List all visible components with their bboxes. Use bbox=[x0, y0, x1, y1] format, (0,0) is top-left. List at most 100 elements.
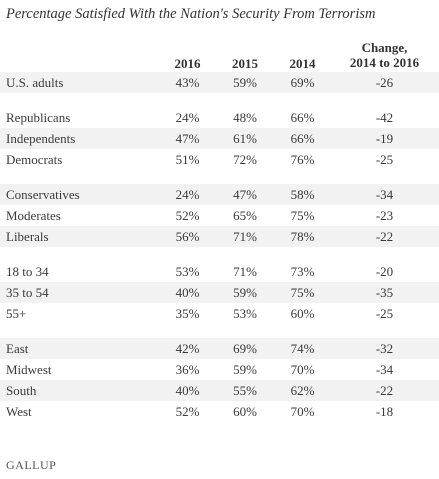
page-title: Percentage Satisfied With the Nation's S… bbox=[6, 6, 376, 22]
spacer-cell bbox=[0, 93, 439, 107]
header-2016: 2016 bbox=[174, 56, 201, 71]
gallup-logo: GALLUP bbox=[6, 458, 57, 472]
cell-2014: 60% bbox=[290, 305, 315, 321]
header-change-line1: Change, bbox=[361, 40, 408, 55]
cell-2015: 47% bbox=[215, 184, 275, 205]
cell-2016: 51% bbox=[175, 151, 200, 167]
cell-2015: 71% bbox=[233, 263, 257, 279]
table-row: Midwest 36% 59% 70% -34 bbox=[0, 359, 439, 380]
table-row: Republicans 24% 48% 66% -42 bbox=[0, 107, 439, 128]
row-label: East bbox=[0, 338, 160, 359]
cell-change: -32 bbox=[330, 338, 439, 359]
cell-2016: 24% bbox=[160, 184, 215, 205]
cell-change: -25 bbox=[375, 151, 394, 167]
cell-2015: 60% bbox=[233, 403, 257, 419]
cell-change: -23 bbox=[375, 207, 394, 223]
cell-change: -42 bbox=[375, 109, 394, 125]
table-row: 55+ 35% 53% 60% -25 bbox=[0, 303, 439, 324]
group-spacer bbox=[0, 247, 439, 261]
cell-2014: 70% bbox=[290, 403, 315, 419]
header-2014: 2014 bbox=[289, 56, 316, 71]
cell-2015: 69% bbox=[215, 338, 275, 359]
cell-change: -19 bbox=[330, 128, 439, 149]
cell-2015: 71% bbox=[215, 226, 275, 247]
group-spacer bbox=[0, 93, 439, 107]
spacer-cell bbox=[0, 170, 439, 184]
cell-change: -35 bbox=[330, 282, 439, 303]
table-row: 35 to 54 40% 59% 75% -35 bbox=[0, 282, 439, 303]
spacer-cell bbox=[0, 324, 439, 338]
data-table: 2016 2015 2014 Change, 2014 to 2016 U.S.… bbox=[0, 34, 439, 422]
table-row: East 42% 69% 74% -32 bbox=[0, 338, 439, 359]
cell-change: -34 bbox=[375, 361, 394, 377]
cell-2015: 55% bbox=[215, 380, 275, 401]
row-label: Conservatives bbox=[0, 184, 160, 205]
cell-2015: 53% bbox=[233, 305, 257, 321]
table-row: Independents 47% 61% 66% -19 bbox=[0, 128, 439, 149]
row-label: Liberals bbox=[0, 226, 160, 247]
row-label: Independents bbox=[0, 128, 160, 149]
table-row: South 40% 55% 62% -22 bbox=[0, 380, 439, 401]
cell-2015: 59% bbox=[215, 72, 275, 93]
table-row: 18 to 34 53% 71% 73% -20 bbox=[0, 261, 439, 282]
cell-change: -22 bbox=[330, 380, 439, 401]
cell-2016: 40% bbox=[160, 380, 215, 401]
cell-change: -26 bbox=[330, 72, 439, 93]
cell-2014: 70% bbox=[290, 361, 315, 377]
group-spacer bbox=[0, 170, 439, 184]
table-row: Moderates 52% 65% 75% -23 bbox=[0, 205, 439, 226]
cell-2016: 24% bbox=[175, 109, 200, 125]
cell-change: -18 bbox=[375, 403, 394, 419]
table-body: U.S. adults 43% 59% 69% -26 Republicans 24% 48%… bbox=[0, 72, 439, 422]
row-label: Republicans bbox=[6, 109, 71, 125]
cell-change: -25 bbox=[375, 305, 394, 321]
cell-2016: 40% bbox=[160, 282, 215, 303]
cell-2016: 53% bbox=[175, 263, 200, 279]
table-row: Conservatives 24% 47% 58% -34 bbox=[0, 184, 439, 205]
cell-2016: 35% bbox=[175, 305, 200, 321]
header-change-line2: 2014 to 2016 bbox=[349, 55, 420, 70]
cell-change: -22 bbox=[330, 226, 439, 247]
cell-2016: 36% bbox=[175, 361, 200, 377]
cell-2015: 59% bbox=[215, 282, 275, 303]
cell-2016: 56% bbox=[160, 226, 215, 247]
cell-2014: 73% bbox=[290, 263, 315, 279]
cell-2016: 47% bbox=[160, 128, 215, 149]
table-row: Liberals 56% 71% 78% -22 bbox=[0, 226, 439, 247]
row-label: U.S. adults bbox=[0, 72, 160, 93]
row-label: 18 to 34 bbox=[6, 263, 49, 279]
header-blank bbox=[0, 34, 160, 72]
cell-2015: 72% bbox=[233, 151, 257, 167]
cell-2014: 58% bbox=[275, 184, 330, 205]
cell-2016: 42% bbox=[160, 338, 215, 359]
cell-2014: 74% bbox=[275, 338, 330, 359]
cell-2014: 69% bbox=[275, 72, 330, 93]
cell-2015: 48% bbox=[233, 109, 257, 125]
row-label: Moderates bbox=[6, 207, 61, 223]
cell-2015: 61% bbox=[215, 128, 275, 149]
table-row: West 52% 60% 70% -18 bbox=[0, 401, 439, 422]
cell-2014: 75% bbox=[290, 207, 315, 223]
cell-2015: 65% bbox=[233, 207, 257, 223]
cell-2016: 52% bbox=[175, 403, 200, 419]
row-label: 35 to 54 bbox=[0, 282, 160, 303]
header-change: Change, 2014 to 2016 bbox=[330, 34, 439, 72]
group-spacer bbox=[0, 324, 439, 338]
row-label: Democrats bbox=[6, 151, 63, 167]
cell-2014: 66% bbox=[290, 109, 315, 125]
cell-2014: 66% bbox=[275, 128, 330, 149]
cell-2016: 43% bbox=[160, 72, 215, 93]
header-row: 2016 2015 2014 Change, 2014 to 2016 bbox=[0, 34, 439, 72]
table-row: Democrats 51% 72% 76% -25 bbox=[0, 149, 439, 170]
cell-2014: 76% bbox=[290, 151, 315, 167]
spacer-cell bbox=[0, 247, 439, 261]
cell-change: -34 bbox=[330, 184, 439, 205]
row-label: South bbox=[0, 380, 160, 401]
cell-2016: 52% bbox=[175, 207, 200, 223]
header-2015: 2015 bbox=[232, 56, 258, 71]
cell-2014: 75% bbox=[275, 282, 330, 303]
row-label: 55+ bbox=[6, 305, 27, 321]
row-label: West bbox=[6, 403, 32, 419]
cell-2014: 78% bbox=[275, 226, 330, 247]
